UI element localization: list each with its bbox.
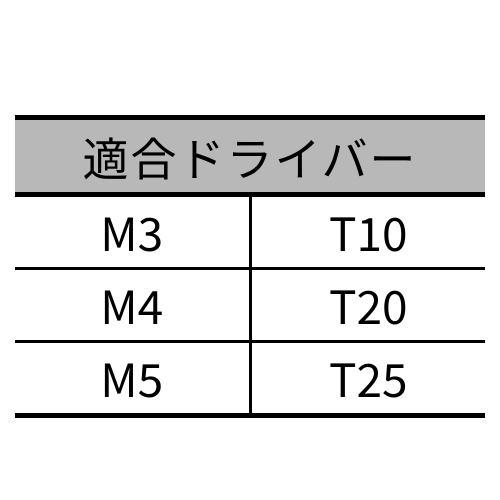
table-header-cell: 適合ドライバー [15, 118, 485, 195]
table-row: M4 T20 [15, 269, 485, 342]
cell-driver: T25 [250, 342, 485, 416]
cell-size: M4 [15, 269, 250, 342]
compatibility-table: 適合ドライバー M3 T10 M4 T20 M5 T25 [15, 115, 485, 418]
table-row: M5 T25 [15, 342, 485, 416]
cell-size: M3 [15, 195, 250, 269]
page: 適合ドライバー M3 T10 M4 T20 M5 T25 [0, 0, 500, 500]
cell-size: M5 [15, 342, 250, 416]
table-header-row: 適合ドライバー [15, 118, 485, 195]
table-row: M3 T10 [15, 195, 485, 269]
cell-driver: T10 [250, 195, 485, 269]
cell-driver: T20 [250, 269, 485, 342]
